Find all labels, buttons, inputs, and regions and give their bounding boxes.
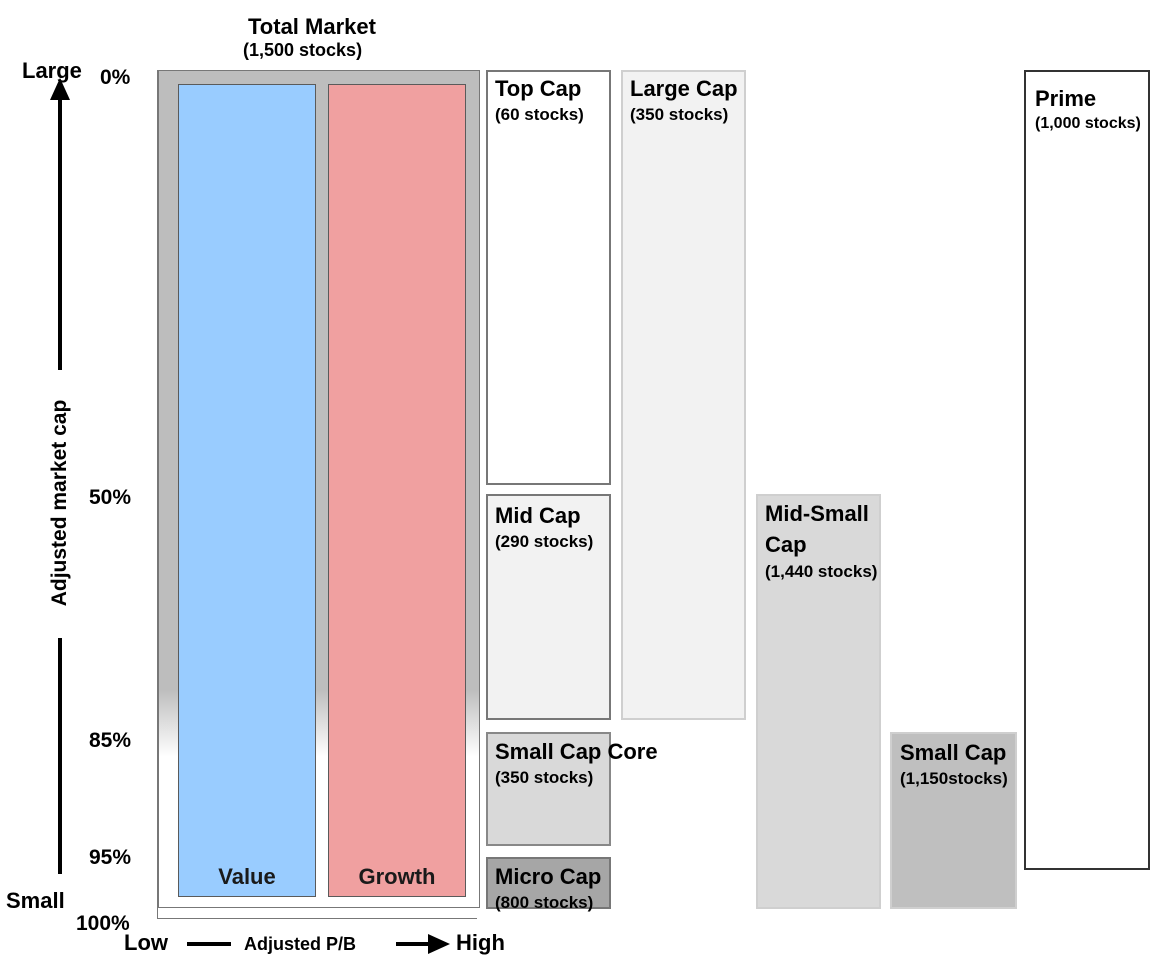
- total-market-title: Total Market: [248, 14, 376, 39]
- growth-label: Growth: [358, 864, 436, 889]
- large-cap-count: (350 stocks): [630, 105, 729, 124]
- mid-cap-name: Mid Cap: [495, 503, 581, 528]
- y-axis-top-label: Large: [22, 58, 82, 83]
- value-bar: Value: [178, 84, 316, 897]
- y-axis-line: [157, 70, 158, 919]
- growth-bar: Growth: [328, 84, 466, 897]
- mid-small-cap-name-line2: Cap: [765, 532, 807, 557]
- micro-cap-box: [486, 857, 611, 909]
- tick-95: 95%: [89, 846, 132, 869]
- top-cap-name: Top Cap: [495, 76, 582, 101]
- prime-count: (1,000 stocks): [1035, 115, 1141, 132]
- tick-85: 85%: [89, 729, 132, 752]
- small-cap-name: Small Cap: [900, 740, 1007, 765]
- total-market-count: (1,500 stocks): [243, 40, 363, 60]
- top-cap-box: [486, 70, 611, 485]
- small-cap-box: [890, 732, 1017, 909]
- x-axis-label: Adjusted P/B: [244, 934, 357, 954]
- mid-cap-count: (290 stocks): [495, 532, 594, 551]
- y-axis-bottom-label: Small: [6, 888, 65, 913]
- x-axis-line: [157, 918, 477, 919]
- small-cap-core-count: (350 stocks): [495, 768, 594, 787]
- mid-small-cap-name-line1: Mid-Small: [765, 501, 869, 526]
- micro-cap-name: Micro Cap: [495, 864, 602, 889]
- x-axis-dash: [187, 942, 231, 946]
- y-axis-label: Adjusted market cap: [48, 399, 71, 607]
- x-axis-arrow-icon: [396, 934, 450, 954]
- tick-0: 0%: [100, 66, 131, 89]
- small-cap-count: (1,150stocks): [900, 769, 1008, 788]
- tick-50: 50%: [89, 486, 132, 509]
- small-cap-core-box: [486, 732, 611, 846]
- large-cap-box: [621, 70, 746, 720]
- mid-small-cap-box: [756, 494, 881, 909]
- large-cap-name: Large Cap: [630, 76, 738, 101]
- micro-cap-count: (800 stocks): [495, 893, 594, 912]
- value-label: Value: [218, 864, 276, 889]
- y-axis-arrow-icon: [50, 78, 70, 874]
- top-cap-count: (60 stocks): [495, 105, 584, 124]
- small-cap-core-name: Small Cap Core: [495, 739, 658, 764]
- prime-name: Prime: [1035, 86, 1097, 111]
- mid-small-cap-count: (1,440 stocks): [765, 562, 878, 581]
- x-axis-low-label: Low: [124, 930, 168, 955]
- x-axis-high-label: High: [456, 930, 505, 955]
- prime-box: [1024, 70, 1150, 870]
- mid-cap-box: [486, 494, 611, 720]
- tick-100: 100%: [76, 912, 130, 935]
